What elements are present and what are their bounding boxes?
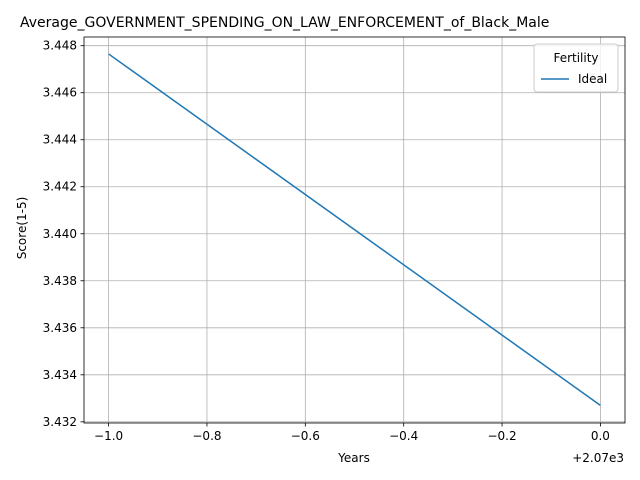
y-axis-label: Score(1-5) bbox=[15, 197, 29, 260]
y-tick-label: 3.444 bbox=[43, 133, 77, 147]
y-tick-label: 3.438 bbox=[43, 274, 77, 288]
grid bbox=[84, 37, 625, 423]
x-axis-label: Years bbox=[337, 451, 370, 465]
y-tick-label: 3.442 bbox=[43, 180, 77, 194]
y-tick-label: 3.448 bbox=[43, 39, 77, 53]
x-tick-label: −0.6 bbox=[291, 429, 320, 443]
series-line bbox=[108, 53, 601, 406]
legend: Fertility Ideal bbox=[533, 43, 619, 93]
x-ticks: −1.0 −0.8 −0.6 −0.4 −0.2 0.0 bbox=[94, 423, 610, 443]
x-tick-label: −0.4 bbox=[389, 429, 418, 443]
y-tick-label: 3.432 bbox=[43, 415, 77, 429]
y-tick-label: 3.436 bbox=[43, 321, 77, 335]
legend-title: Fertility bbox=[553, 51, 598, 65]
legend-entry-label: Ideal bbox=[578, 72, 607, 86]
x-tick-label: −1.0 bbox=[94, 429, 123, 443]
y-tick-label: 3.434 bbox=[43, 368, 77, 382]
x-tick-label: −0.2 bbox=[487, 429, 516, 443]
chart-title: Average_GOVERNMENT_SPENDING_ON_LAW_ENFOR… bbox=[20, 15, 549, 31]
y-tick-label: 3.446 bbox=[43, 86, 77, 100]
x-tick-label: −0.8 bbox=[192, 429, 221, 443]
plot-frame bbox=[83, 36, 626, 424]
x-tick-label: 0.0 bbox=[591, 429, 610, 443]
y-tick-label: 3.440 bbox=[43, 227, 77, 241]
x-axis-offset-label: +2.07e3 bbox=[572, 451, 624, 465]
series-layer bbox=[108, 53, 601, 406]
y-ticks: 3.432 3.434 3.436 3.438 3.440 3.442 3.444 3.446… bbox=[43, 39, 84, 429]
legend-box bbox=[533, 43, 619, 93]
